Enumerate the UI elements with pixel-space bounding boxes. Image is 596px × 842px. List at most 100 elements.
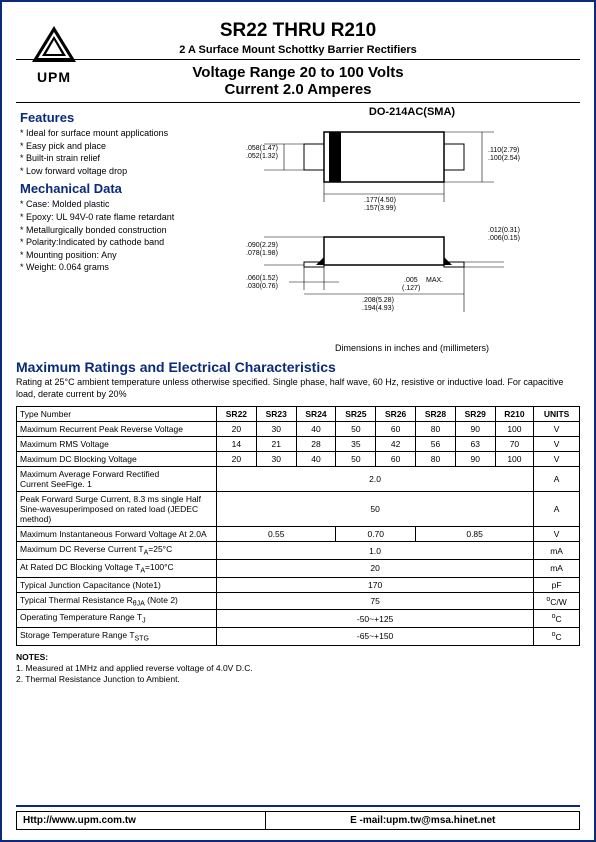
dim-text: .208(5.28) xyxy=(362,297,394,304)
table-row: Maximum DC Reverse Current TA=25°C1.0mA xyxy=(17,542,580,560)
table-row: Maximum RMS Voltage1421283542566370V xyxy=(17,437,580,452)
cell: 60 xyxy=(376,422,416,437)
mechanical-item: Case: Molded plastic xyxy=(20,198,236,211)
mechanical-heading: Mechanical Data xyxy=(20,181,236,196)
package-column: DO-214AC(SMA) .058(1.47) .052(1.32) .110… xyxy=(244,106,580,353)
row-label: Maximum Average Forward RectifiedCurrent… xyxy=(17,467,217,492)
header: SR22 THRU R210 2 A Surface Mount Schottk… xyxy=(16,20,580,98)
table-row: Maximum DC Blocking Voltage2030405060809… xyxy=(17,452,580,467)
row-label: Maximum RMS Voltage xyxy=(17,437,217,452)
upm-logo-icon xyxy=(30,24,78,64)
dim-text: .006(0.15) xyxy=(488,235,520,242)
cell: 40 xyxy=(296,452,336,467)
feature-item: Ideal for surface mount applications xyxy=(20,127,236,140)
cell: 28 xyxy=(296,437,336,452)
row-label: Typical Thermal Resistance RθJA (Note 2) xyxy=(17,592,217,610)
table-row: Operating Temperature Range TJ-50~+125oC xyxy=(17,610,580,628)
features-heading: Features xyxy=(20,110,236,125)
col-header: SR26 xyxy=(376,407,416,422)
note-item: 2. Thermal Resistance Junction to Ambien… xyxy=(16,674,180,684)
unit-cell: oC xyxy=(534,628,580,646)
cell: 60 xyxy=(376,452,416,467)
package-drawing: .058(1.47) .052(1.32) .110(2.79) .100(2.… xyxy=(244,122,534,332)
dim-text: .060(1.52) xyxy=(246,275,278,282)
mechanical-item: Polarity:Indicated by cathode band xyxy=(20,236,236,249)
cell: 40 xyxy=(296,422,336,437)
cell: 170 xyxy=(217,577,534,592)
row-label: Peak Forward Surge Current, 8.3 ms singl… xyxy=(17,492,217,527)
footer-divider xyxy=(16,805,580,807)
left-column: Features Ideal for surface mount applica… xyxy=(16,106,236,353)
dim-text: .177(4.50) xyxy=(364,197,396,204)
cell: -50~+125 xyxy=(217,610,534,628)
footer-table: Http://www.upm.com.tw E -mail:upm.tw@msa… xyxy=(16,811,580,830)
logo-text: UPM xyxy=(24,69,84,85)
unit-cell: V xyxy=(534,527,580,542)
cell: 90 xyxy=(455,452,495,467)
mechanical-item: Epoxy: UL 94V-0 rate flame retardant xyxy=(20,211,236,224)
top-row: Features Ideal for surface mount applica… xyxy=(16,106,580,353)
cell: 0.85 xyxy=(416,527,534,542)
cell: 20 xyxy=(217,560,534,578)
cell: 50 xyxy=(336,422,376,437)
cell: 50 xyxy=(336,452,376,467)
unit-cell: oC/W xyxy=(534,592,580,610)
unit-cell: V xyxy=(534,422,580,437)
cell: 80 xyxy=(416,422,456,437)
unit-cell: mA xyxy=(534,560,580,578)
col-header: SR23 xyxy=(256,407,296,422)
row-label: Maximum Instantaneous Forward Voltage At… xyxy=(17,527,217,542)
cell: 14 xyxy=(217,437,257,452)
dim-text: .100(2.54) xyxy=(488,155,520,162)
dim-text: .078(1.98) xyxy=(246,250,278,257)
dim-text: MAX. xyxy=(426,277,443,284)
page-title: SR22 THRU R210 xyxy=(16,20,580,42)
cell: 30 xyxy=(256,452,296,467)
cell: 80 xyxy=(416,452,456,467)
package-title: DO-214AC(SMA) xyxy=(244,106,580,118)
mechanical-item: Metallurgically bonded construction xyxy=(20,224,236,237)
dim-text: .194(4.93) xyxy=(362,305,394,312)
cell: 100 xyxy=(495,422,533,437)
cell: 75 xyxy=(217,592,534,610)
col-header: SR29 xyxy=(455,407,495,422)
table-row: Typical Thermal Resistance RθJA (Note 2)… xyxy=(17,592,580,610)
mechanical-list: Case: Molded plastic Epoxy: UL 94V-0 rat… xyxy=(20,198,236,274)
row-label: Maximum DC Blocking Voltage xyxy=(17,452,217,467)
footer-email: E -mail:upm.tw@msa.hinet.net xyxy=(266,812,580,830)
unit-cell: mA xyxy=(534,542,580,560)
cell: 20 xyxy=(217,422,257,437)
spec-table: Type Number SR22 SR23 SR24 SR25 SR26 SR2… xyxy=(16,406,580,645)
row-label: Typical Junction Capacitance (Note1) xyxy=(17,577,217,592)
mechanical-item: Weight: 0.064 grams xyxy=(20,261,236,274)
ratings-note: Rating at 25°C ambient temperature unles… xyxy=(16,377,580,400)
cell: 0.55 xyxy=(217,527,336,542)
page-subtitle: 2 A Surface Mount Schottky Barrier Recti… xyxy=(16,44,580,56)
unit-cell: A xyxy=(534,492,580,527)
unit-cell: pF xyxy=(534,577,580,592)
header-divider-2 xyxy=(16,102,580,103)
cell: 50 xyxy=(217,492,534,527)
dim-text: .030(0.76) xyxy=(246,283,278,290)
dim-text: .157(3.99) xyxy=(364,205,396,212)
type-number-header: Type Number xyxy=(17,407,217,422)
table-row: Storage Temperature Range TSTG-65~+150oC xyxy=(17,628,580,646)
ratings-heading: Maximum Ratings and Electrical Character… xyxy=(16,359,580,375)
dimension-caption: Dimensions in inches and (millimeters) xyxy=(244,343,580,353)
row-label: Storage Temperature Range TSTG xyxy=(17,628,217,646)
dim-text: .110(2.79) xyxy=(488,147,519,154)
notes-block: NOTES: 1. Measured at 1MHz and applied r… xyxy=(16,652,580,685)
footer-url: Http://www.upm.com.tw xyxy=(17,812,266,830)
cell: -65~+150 xyxy=(217,628,534,646)
dim-text: .005 xyxy=(404,277,418,284)
dim-text: .052(1.32) xyxy=(246,153,278,160)
row-label: Maximum DC Reverse Current TA=25°C xyxy=(17,542,217,560)
row-label: Maximum Recurrent Peak Reverse Voltage xyxy=(17,422,217,437)
cell: 70 xyxy=(495,437,533,452)
mechanical-item: Mounting position: Any xyxy=(20,249,236,262)
unit-cell: oC xyxy=(534,610,580,628)
cell: 90 xyxy=(455,422,495,437)
feature-item: Built-in strain relief xyxy=(20,152,236,165)
unit-cell: A xyxy=(534,467,580,492)
table-row: At Rated DC Blocking Voltage TA=100°C20m… xyxy=(17,560,580,578)
